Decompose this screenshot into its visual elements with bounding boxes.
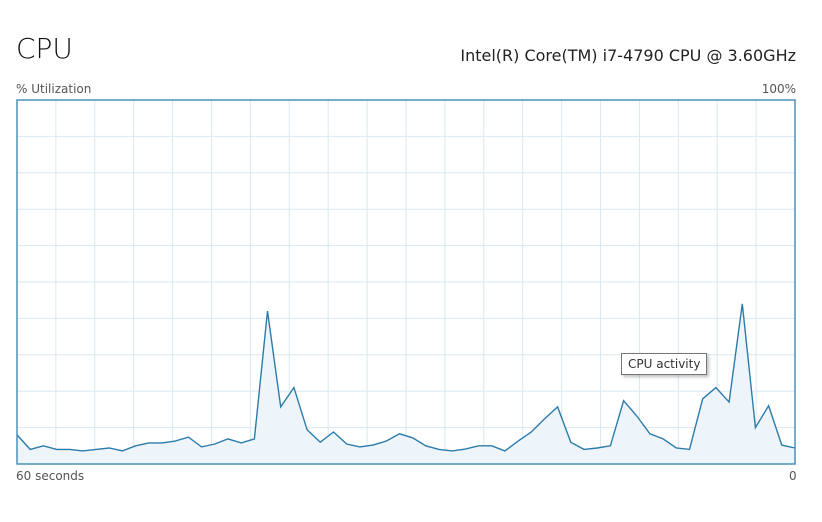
x-right-label: 0 xyxy=(789,469,797,483)
utilization-area xyxy=(17,303,795,464)
processor-name: Intel(R) Core(TM) i7-4790 CPU @ 3.60GHz xyxy=(460,46,796,65)
cpu-activity-tooltip: CPU activity xyxy=(621,353,708,375)
utilization-line xyxy=(16,303,796,452)
cpu-utilization-graph xyxy=(16,99,796,465)
y-axis-label: % Utilization xyxy=(16,82,92,96)
page-title: CPU xyxy=(16,32,73,65)
y-max-label: 100% xyxy=(761,82,796,96)
x-left-label: 60 seconds xyxy=(16,469,85,483)
graph-border xyxy=(16,99,796,465)
